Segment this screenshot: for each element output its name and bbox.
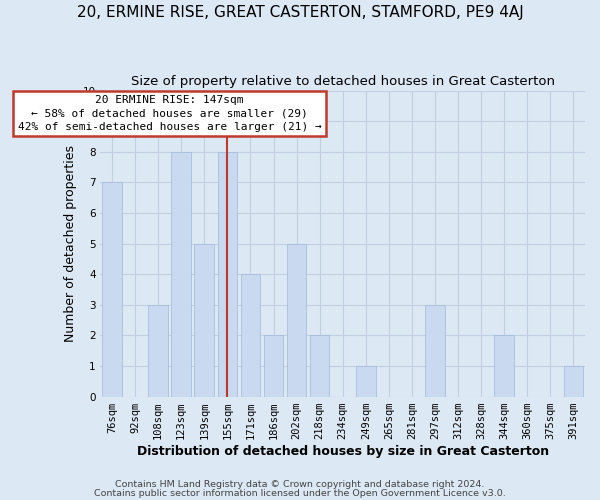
- Bar: [218, 152, 237, 396]
- Text: 20, ERMINE RISE, GREAT CASTERTON, STAMFORD, PE9 4AJ: 20, ERMINE RISE, GREAT CASTERTON, STAMFO…: [77, 5, 523, 20]
- Bar: [241, 274, 260, 396]
- Title: Size of property relative to detached houses in Great Casterton: Size of property relative to detached ho…: [131, 75, 555, 88]
- Bar: [194, 244, 214, 396]
- X-axis label: Distribution of detached houses by size in Great Casterton: Distribution of detached houses by size …: [137, 444, 549, 458]
- Bar: [287, 244, 307, 396]
- Bar: [310, 336, 329, 396]
- Y-axis label: Number of detached properties: Number of detached properties: [64, 145, 77, 342]
- Bar: [172, 152, 191, 396]
- Bar: [102, 182, 122, 396]
- Bar: [356, 366, 376, 396]
- Bar: [563, 366, 583, 396]
- Bar: [148, 305, 168, 396]
- Text: Contains HM Land Registry data © Crown copyright and database right 2024.: Contains HM Land Registry data © Crown c…: [115, 480, 485, 489]
- Bar: [494, 336, 514, 396]
- Text: 20 ERMINE RISE: 147sqm
← 58% of detached houses are smaller (29)
42% of semi-det: 20 ERMINE RISE: 147sqm ← 58% of detached…: [18, 95, 322, 132]
- Text: Contains public sector information licensed under the Open Government Licence v3: Contains public sector information licen…: [94, 488, 506, 498]
- Bar: [263, 336, 283, 396]
- Bar: [425, 305, 445, 396]
